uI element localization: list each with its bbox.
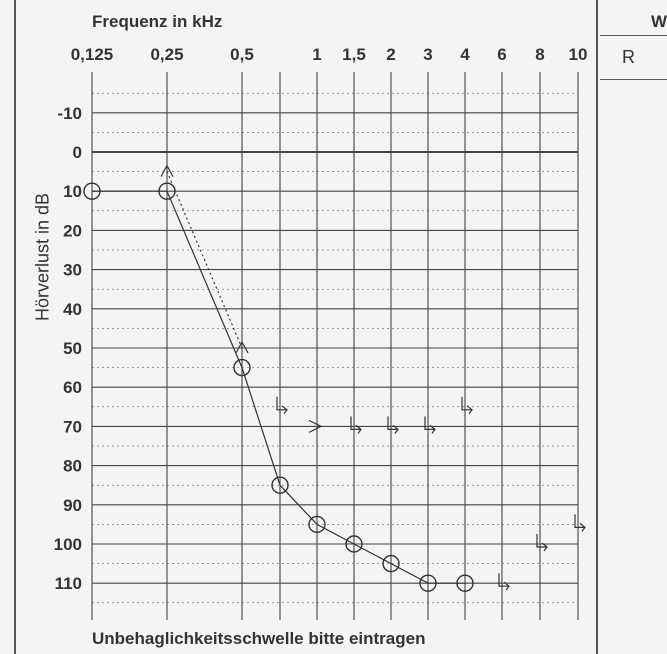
chart-title: Frequenz in kHz: [92, 12, 223, 31]
bone-conduction-point: [461, 396, 473, 415]
x-tick-label: 3: [423, 45, 432, 64]
bone-conduction-point: [424, 416, 436, 434]
y-tick-label: 60: [63, 378, 82, 397]
air-conduction-line: [92, 190, 465, 584]
masked-line: [166, 171, 243, 349]
y-tick-label: 30: [63, 261, 82, 280]
y-tick-label: 0: [73, 143, 82, 162]
masked-point: [235, 340, 249, 354]
bone-conduction-point: [308, 419, 323, 433]
y-tick-label: 110: [55, 574, 82, 593]
side-table-header-label: W: [651, 12, 667, 31]
x-tick-label: 0,125: [71, 45, 114, 64]
y-tick-label: 80: [63, 457, 82, 476]
air-conduction-point: [233, 358, 251, 377]
air-conduction-point: [419, 574, 437, 592]
x-tick-label: 1: [312, 45, 321, 64]
bone-conduction-point: [350, 416, 362, 434]
y-tick-label: 90: [63, 496, 82, 515]
air-conduction-point: [456, 574, 474, 592]
bone-conduction-point: [498, 573, 510, 591]
x-tick-label: 1,5: [342, 45, 366, 64]
masked-point: [160, 164, 174, 177]
air-conduction-point: [308, 515, 326, 534]
x-tick-label: 0,25: [150, 45, 183, 64]
y-tick-label: 50: [63, 339, 82, 358]
bone-conduction-point: [536, 534, 548, 552]
footer-text: Unbehaglichkeitsschwelle bitte eintragen: [92, 629, 426, 648]
x-tick-label: 2: [386, 45, 395, 64]
y-tick-label: 70: [63, 417, 82, 436]
side-table-row: [600, 36, 667, 80]
side-table-row-label: R: [622, 47, 635, 67]
bone-conduction-point: [276, 396, 288, 415]
air-conduction-point: [382, 554, 400, 573]
x-tick-label: 10: [569, 45, 588, 64]
x-tick-label: 8: [535, 45, 544, 64]
bone-conduction-point: [387, 416, 399, 434]
bone-conduction-point: [574, 514, 586, 532]
x-tick-label: 4: [460, 45, 470, 64]
y-tick-label: 20: [63, 221, 82, 240]
air-conduction-point: [345, 535, 363, 553]
side-table-header: [600, 0, 667, 36]
y-tick-label: 100: [54, 535, 82, 554]
air-conduction-point: [83, 182, 101, 200]
y-tick-label: 10: [63, 182, 82, 201]
air-conduction-point: [271, 476, 289, 494]
y-tick-label: -10: [57, 104, 82, 123]
x-tick-label: 0,5: [230, 45, 254, 64]
x-tick-label: 6: [497, 45, 506, 64]
audiogram-frame: [14, 0, 598, 654]
y-tick-label: 40: [63, 300, 82, 319]
